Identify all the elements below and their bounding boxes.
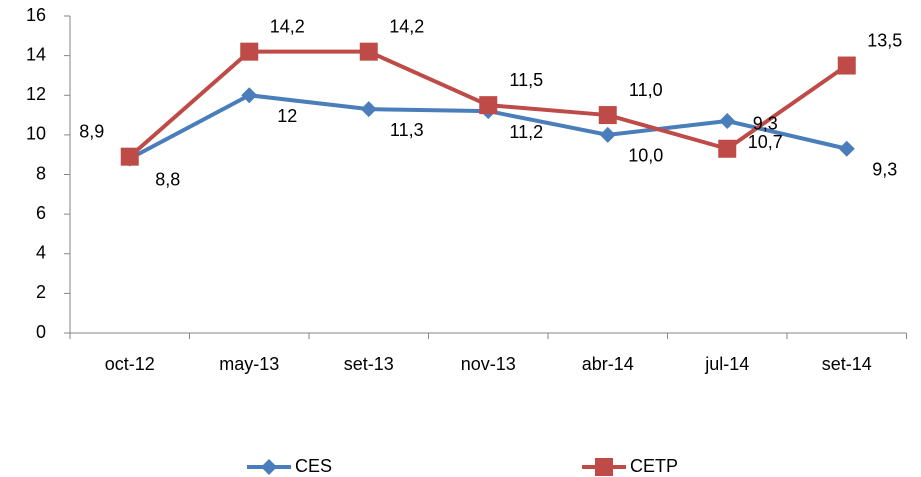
x-tick-label: jul-14: [704, 354, 749, 374]
legend-marker: [595, 458, 613, 476]
data-label: 10,0: [628, 146, 663, 166]
data-label: 10,7: [748, 132, 783, 152]
data-point: [718, 139, 737, 158]
data-point: [598, 106, 617, 125]
legend-label: CETP: [630, 456, 678, 476]
data-label: 14,2: [389, 16, 424, 36]
legend-label: CES: [295, 456, 332, 476]
data-point: [360, 101, 377, 118]
x-tick-label: abr-14: [582, 354, 634, 374]
data-label: 11,5: [509, 70, 543, 90]
data-label: 13,5: [867, 30, 902, 50]
y-tick-label: 4: [36, 243, 46, 263]
data-label: 14,2: [270, 16, 305, 36]
y-tick-label: 16: [26, 5, 46, 25]
y-tick-label: 6: [36, 203, 46, 223]
data-point: [599, 126, 616, 143]
data-point: [359, 42, 378, 61]
x-tick-label: set-13: [344, 354, 394, 374]
data-label: 9,3: [872, 159, 897, 179]
y-tick-label: 10: [26, 124, 46, 144]
data-point: [838, 140, 855, 157]
data-label: 11,2: [509, 122, 543, 142]
y-tick-label: 2: [36, 282, 46, 302]
data-point: [240, 42, 259, 61]
data-point: [719, 113, 736, 130]
legend-marker: [261, 459, 277, 475]
y-tick-label: 0: [36, 322, 46, 342]
data-point: [479, 96, 498, 115]
data-label: 9,3: [753, 113, 778, 133]
data-point: [241, 87, 258, 104]
data-label: 11,3: [390, 120, 424, 140]
x-tick-label: nov-13: [461, 354, 516, 374]
y-tick-label: 8: [36, 163, 46, 183]
data-label: 8,8: [155, 169, 180, 189]
x-tick-label: oct-12: [105, 354, 155, 374]
data-label: 11,0: [629, 80, 663, 100]
data-point: [120, 147, 139, 166]
data-label: 8,9: [79, 121, 104, 141]
x-tick-label: may-13: [219, 354, 279, 374]
x-tick-label: set-14: [822, 354, 872, 374]
y-tick-label: 14: [26, 44, 46, 64]
data-label: 12: [277, 106, 297, 126]
data-point: [837, 56, 856, 75]
y-tick-label: 12: [26, 84, 46, 104]
